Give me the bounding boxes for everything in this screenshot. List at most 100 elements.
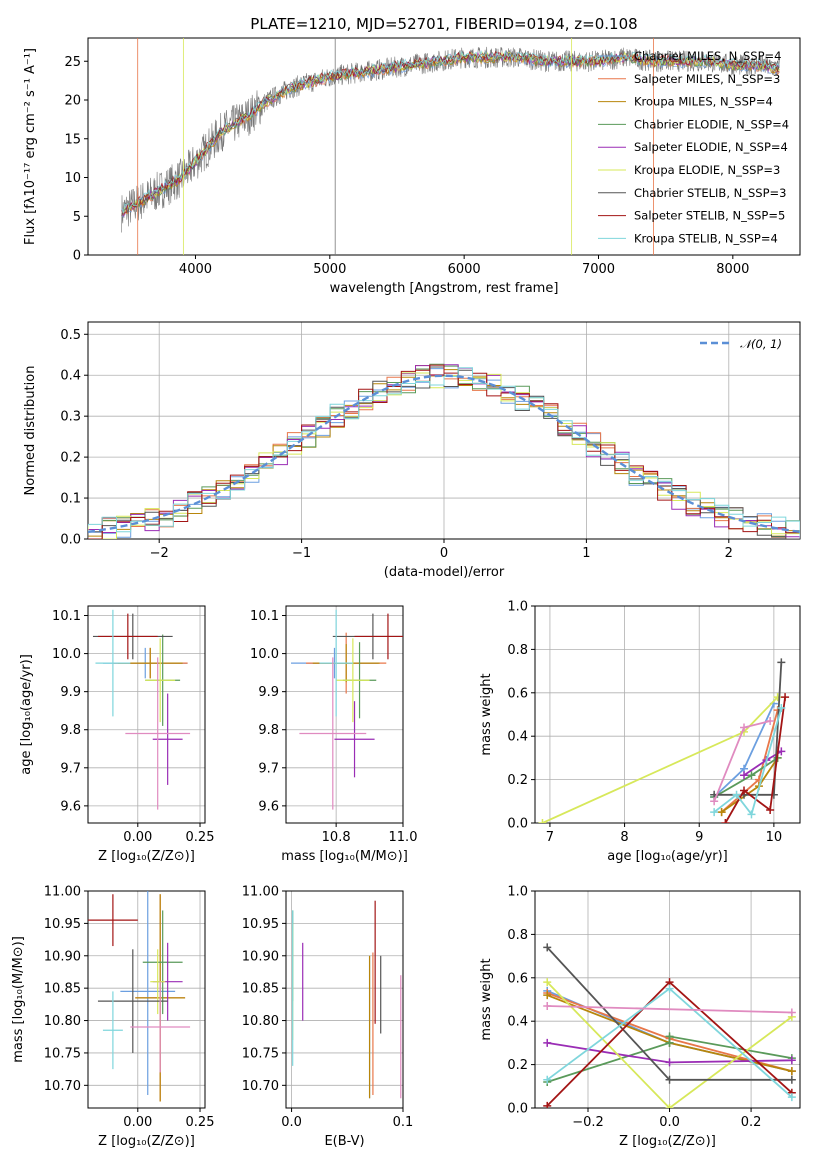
weight-line	[713, 703, 775, 798]
y-axis-label: age [log₁₀(age/yr)]	[19, 654, 34, 775]
weight-marker	[710, 797, 719, 806]
weight-marker	[740, 771, 749, 780]
weight-marker	[732, 790, 741, 799]
weight-line	[713, 707, 783, 817]
weight-marker	[766, 805, 775, 814]
y-tick-label: 1.0	[507, 885, 528, 900]
y-tick-label: 0.2	[507, 1058, 528, 1073]
legend-entry: Kroupa MILES, N_SSP=4	[634, 95, 773, 109]
y-tick-label: 10	[64, 171, 81, 186]
model-spectrum-line	[121, 51, 780, 216]
y-tick-label: 25	[64, 55, 81, 70]
weight-marker	[777, 658, 786, 667]
x-tick-label: 0.25	[186, 830, 215, 845]
weight-marker	[747, 771, 756, 780]
weight-vs-metallicity-panel: −0.2 0.0 0.2 0.0 0.2 0.4 0.6 0.8 1.0 Z [log₁₀(Z/Z…	[479, 885, 801, 1149]
y-tick-label: 0.1	[60, 492, 81, 507]
weight-line	[724, 696, 786, 823]
weight-marker	[777, 703, 786, 712]
x-tick-label: 0.0	[659, 1115, 680, 1130]
weight-marker	[773, 693, 782, 702]
weight-lines	[538, 658, 790, 823]
y-tick-label: 10.0	[52, 647, 81, 662]
y-tick-label: 9.7	[60, 761, 81, 776]
weight-marker	[543, 1101, 552, 1108]
weight-marker	[740, 723, 749, 732]
weight-marker	[543, 943, 552, 952]
axes-frame	[87, 321, 801, 540]
y-tick-label: 10.75	[44, 1046, 81, 1061]
weight-marker	[787, 1075, 796, 1084]
x-tick-label: 8	[620, 830, 628, 845]
weight-marker	[787, 1008, 796, 1017]
x-axis-label: E(B-V)	[324, 1134, 364, 1149]
weight-marker	[787, 1067, 796, 1076]
weight-line	[542, 696, 779, 823]
y-tick-label: 15	[64, 132, 81, 147]
legend-entry: Salpeter STELIB, N_SSP=5	[634, 209, 785, 223]
weight-marker	[747, 810, 756, 819]
weight-marker	[543, 1038, 552, 1047]
model-spectrum-line	[121, 50, 780, 215]
weight-marker	[665, 984, 674, 993]
legend-entry: Chabrier STELIB, N_SSP=3	[634, 186, 786, 200]
legend-entry: Kroupa ELODIE, N_SSP=3	[634, 163, 780, 177]
y-tick-label: 10.80	[44, 1014, 81, 1029]
x-tick-label: −2	[150, 546, 169, 561]
weight-marker	[543, 1002, 552, 1011]
weight-marker	[665, 1032, 674, 1041]
y-tick-label: 0.4	[507, 1015, 528, 1030]
weight-marker	[665, 1075, 674, 1084]
model-spectrum-line	[121, 49, 780, 215]
weight-marker	[543, 978, 552, 987]
residuals-panel: −2 −1 0 1 2 0.0 0.1 0.2 0.3 0.4 0.5 (data-model)/er…	[23, 321, 801, 580]
mass-vs-metallicity-panel: 0.00 0.25 10.70 10.75 10.80 10.85 10.90 10.95 11…	[11, 885, 214, 1150]
y-axis-label: Flux [fλ10⁻¹⁷ erg cm⁻² s⁻¹ A⁻¹]	[23, 48, 38, 245]
x-tick-label: 10	[766, 830, 783, 845]
x-tick-label: 0.00	[123, 1115, 152, 1130]
x-tick-label: 0	[440, 546, 448, 561]
x-tick-label: 9	[695, 830, 703, 845]
weight-marker	[543, 991, 552, 1000]
axes-frame	[87, 37, 801, 256]
x-tick-label: 2	[725, 546, 733, 561]
y-tick-label: 11.00	[44, 885, 81, 900]
y-tick-label: 1.0	[507, 600, 528, 615]
x-axis-label: Z [log₁₀(Z/Z⊙)]	[619, 1134, 716, 1149]
y-tick-label: 0.3	[60, 410, 81, 425]
axes-frame	[87, 890, 206, 1109]
spectrum-lines	[121, 38, 780, 255]
mass-vs-ebv-panel: 0.0 0.1 10.70 10.75 10.80 10.85 10.90 10.95 11.0…	[242, 885, 414, 1150]
x-tick-label: 10.8	[322, 830, 351, 845]
weight-marker	[717, 808, 726, 817]
x-tick-label: 0.0	[281, 1115, 302, 1130]
spectrum-legend: Chabrier MILES, N_SSP=4 Salpeter MILES, N…	[598, 49, 789, 245]
y-tick-label: 10.90	[242, 949, 279, 964]
x-tick-label: 0.1	[393, 1115, 414, 1130]
x-tick-label: 1	[582, 546, 590, 561]
weight-line	[546, 981, 793, 1108]
weight-marker	[787, 1056, 796, 1065]
legend-entry: Salpeter ELODIE, N_SSP=4	[634, 140, 788, 154]
legend-entry: 𝒩(0, 1)	[740, 337, 782, 351]
y-tick-label: 9.6	[60, 799, 81, 814]
weight-marker	[721, 819, 730, 823]
x-axis-label: age [log₁₀(age/yr)]	[607, 849, 728, 864]
y-axis-label: mass weight	[479, 958, 494, 1040]
spectrum-panel: 4000 5000 6000 7000 8000 0 5 10 15 20 25 wavelength…	[23, 37, 801, 296]
x-tick-label: 0.00	[123, 830, 152, 845]
y-tick-label: 10.95	[242, 917, 279, 932]
axes-frame	[87, 605, 206, 824]
y-tick-label: 11.00	[242, 885, 279, 900]
x-tick-label: 5000	[313, 262, 346, 277]
y-tick-label: 9.7	[258, 761, 279, 776]
legend-entry: Chabrier ELODIE, N_SSP=4	[634, 117, 789, 131]
y-tick-label: 0.2	[60, 451, 81, 466]
x-tick-label: 11.0	[389, 830, 418, 845]
residual-histogram	[88, 367, 800, 538]
y-tick-label: 0.0	[60, 533, 81, 548]
y-tick-label: 0.2	[507, 773, 528, 788]
y-tick-label: 10.0	[250, 647, 279, 662]
weight-marker	[665, 1104, 674, 1108]
age-vs-metallicity-panel: 0.00 0.25 9.6 9.7 9.8 9.9 10.0 10.1 Z [log₁₀(Z/Z…	[19, 605, 215, 864]
